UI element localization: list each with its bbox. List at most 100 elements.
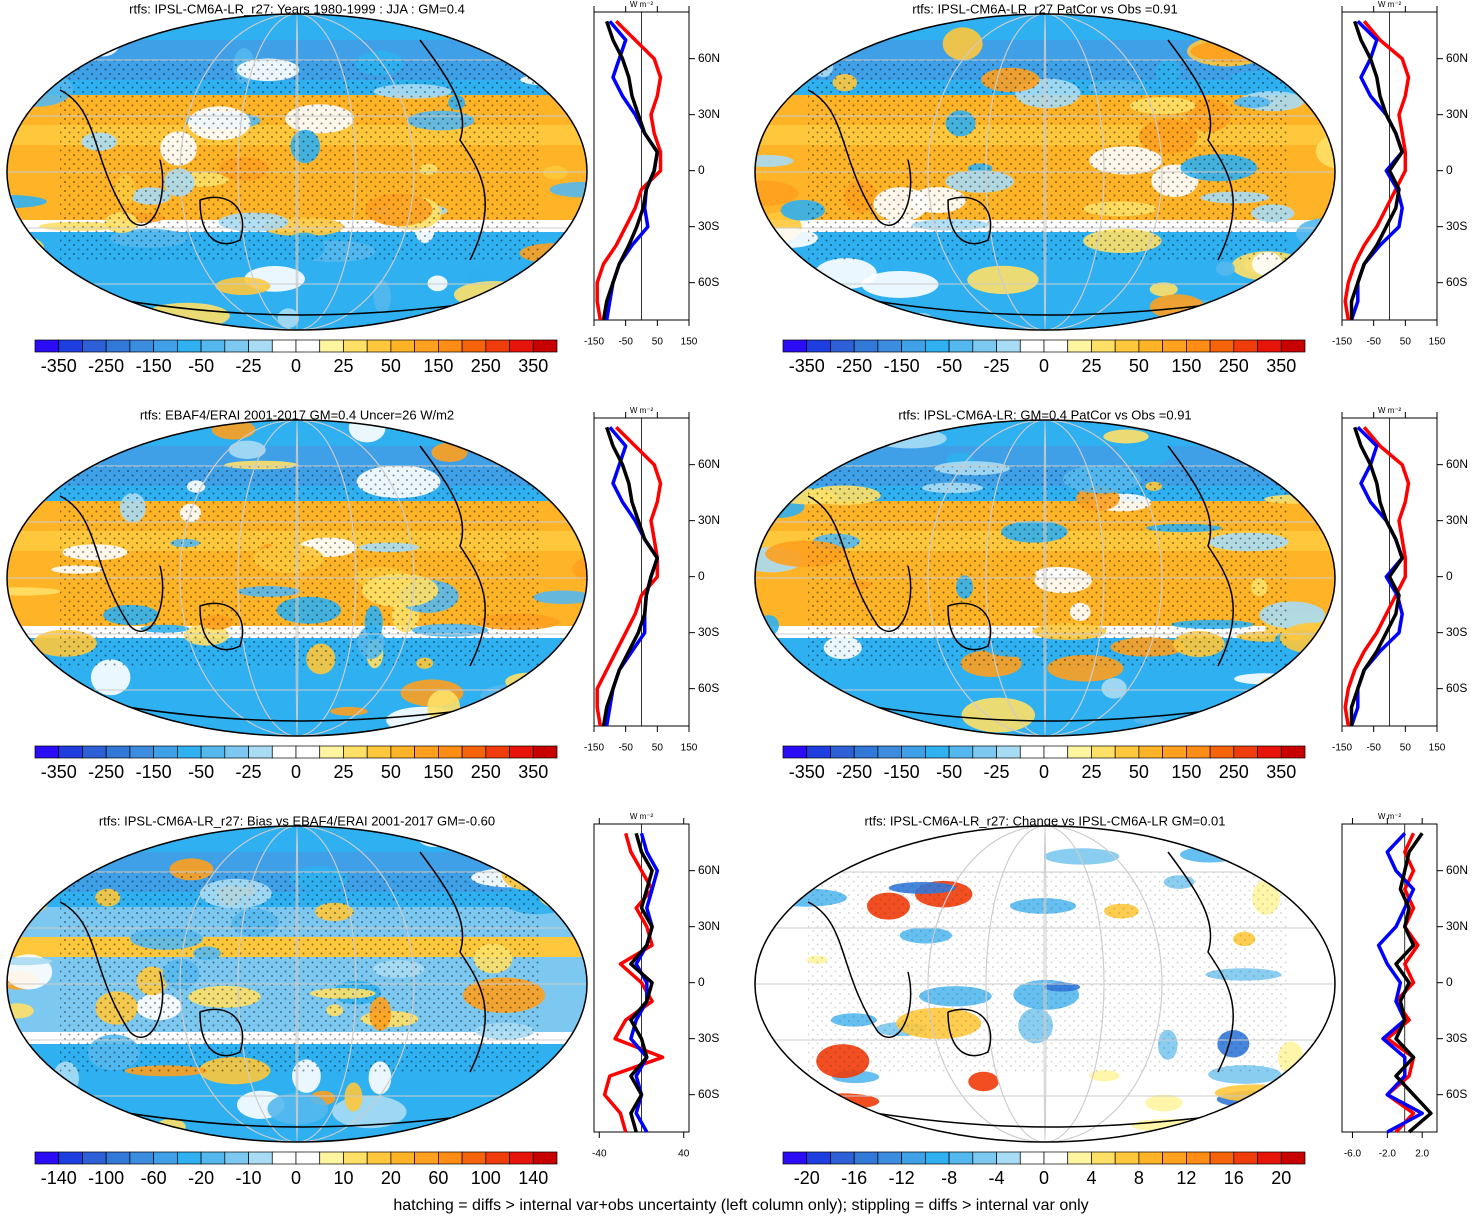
map-patch <box>90 659 131 696</box>
colorbar-label: -25 <box>236 762 262 782</box>
profile-line <box>1349 426 1404 726</box>
colorbar-box <box>853 339 879 353</box>
profile-line <box>601 426 660 727</box>
colorbar-box <box>461 1151 487 1165</box>
colorbar-box <box>1091 745 1116 759</box>
colorbar-box <box>58 339 83 353</box>
colorbar-box <box>485 1151 510 1165</box>
colorbar-box <box>830 339 855 353</box>
map-patch <box>144 302 230 329</box>
y-tick-label: 30S <box>1446 1031 1467 1045</box>
panel: rtfs: IPSL-CM6A-LR_r27: Bias vs EBAF4/ER… <box>6 812 720 1188</box>
colorbar-box <box>438 745 463 759</box>
colorbar-label: 0 <box>291 1168 301 1188</box>
colorbar-box <box>82 339 107 353</box>
colorbar-label: -16 <box>841 1168 867 1188</box>
colorbar-box <box>414 745 439 759</box>
stipple <box>60 60 540 260</box>
map-patch <box>542 852 587 872</box>
colorbar-box <box>177 745 202 759</box>
stipple <box>808 872 1288 1072</box>
colorbar-box <box>1114 1151 1140 1165</box>
colorbar-box <box>925 745 950 759</box>
colorbar-box <box>1280 745 1306 759</box>
colorbar-label: -4 <box>989 1168 1005 1188</box>
y-tick-label: 60S <box>698 1087 719 1101</box>
x-tick-label: 150 <box>681 337 698 348</box>
map-frame <box>754 419 1336 737</box>
x-tick-label: -50 <box>1366 743 1381 754</box>
colorbar-box <box>1162 745 1187 759</box>
y-tick-label: 60N <box>698 863 720 877</box>
y-tick-label: 60S <box>698 681 719 695</box>
map-patch <box>755 475 785 512</box>
colorbar-box <box>1257 745 1282 759</box>
colorbar-label: 25 <box>1081 356 1101 376</box>
colorbar-box <box>948 745 974 759</box>
y-tick-label: 60N <box>1446 51 1468 65</box>
colorbar-box <box>1257 1151 1282 1165</box>
coastline <box>807 445 1249 722</box>
colorbar-box <box>1280 339 1306 353</box>
colorbar-box <box>1043 745 1069 759</box>
colorbar-box <box>34 1151 60 1165</box>
map-patch <box>556 459 587 485</box>
profile-line <box>1343 426 1411 727</box>
x-tick-label: 50 <box>652 337 664 348</box>
x-tick-label: 50 <box>652 743 664 754</box>
colorbar-box <box>901 745 926 759</box>
colorbar-label: 8 <box>1134 1168 1144 1188</box>
map-patch <box>572 557 587 581</box>
map-patch <box>1270 273 1335 289</box>
colorbar-label: 140 <box>518 1168 548 1188</box>
colorbar-box <box>830 1151 855 1165</box>
map-patch <box>533 590 587 605</box>
x-tick-label: 50 <box>1400 337 1412 348</box>
colorbar-box <box>509 1151 534 1165</box>
map-patch <box>516 828 587 851</box>
map-patch <box>794 854 814 879</box>
colorbar-label: 50 <box>1129 356 1149 376</box>
colorbar-box <box>271 1151 297 1165</box>
panel: rtfs: EBAF4/ERAI 2001-2017 GM=0.4 Uncer=… <box>6 406 720 782</box>
map-patch <box>967 265 1039 295</box>
colorbar-box <box>461 339 487 353</box>
y-tick-label: 60N <box>698 457 720 471</box>
map-patch <box>505 672 550 691</box>
colorbar-box <box>1091 339 1116 353</box>
colorbar-label: 0 <box>291 356 301 376</box>
map-patch <box>755 180 799 207</box>
map-patch <box>755 14 817 37</box>
panel: rtfs: IPSL-CM6A-LR_r27 PatCor vs Obs =0.… <box>754 0 1468 376</box>
colorbar-label: -25 <box>984 762 1010 782</box>
colorbar-box <box>461 745 487 759</box>
map-patch <box>1133 716 1164 725</box>
map-patch <box>1145 1094 1183 1112</box>
colorbar-box <box>366 745 392 759</box>
panel: rtfs: IPSL-CM6A-LR: GM=0.4 PatCor vs Obs… <box>754 406 1468 782</box>
profile-line <box>1343 20 1411 321</box>
map-patch <box>568 1113 587 1139</box>
colorbar-label: 250 <box>1219 762 1249 782</box>
colorbar-box <box>390 339 415 353</box>
colorbar-label: -8 <box>941 1168 957 1188</box>
colorbar-box <box>390 745 415 759</box>
colorbar-box <box>806 745 831 759</box>
map-patch <box>543 165 568 180</box>
x-tick-label: 40 <box>678 1149 690 1160</box>
map <box>7 826 587 1142</box>
colorbar-box <box>1186 339 1211 353</box>
profile-unit: W m⁻² <box>1378 0 1402 9</box>
colorbar-label: -250 <box>836 356 872 376</box>
colorbar-box <box>1209 745 1235 759</box>
stipple <box>808 466 1288 666</box>
colorbar-box <box>485 745 510 759</box>
colorbar-label: 20 <box>1271 1168 1291 1188</box>
map-patch <box>7 289 19 304</box>
colorbar-box <box>82 1151 107 1165</box>
colorbar-label: 0 <box>1039 1168 1049 1188</box>
profile-line <box>629 832 660 1133</box>
colorbar-box <box>972 339 997 353</box>
colorbar-label: -10 <box>236 1168 262 1188</box>
colorbar-box <box>485 339 510 353</box>
